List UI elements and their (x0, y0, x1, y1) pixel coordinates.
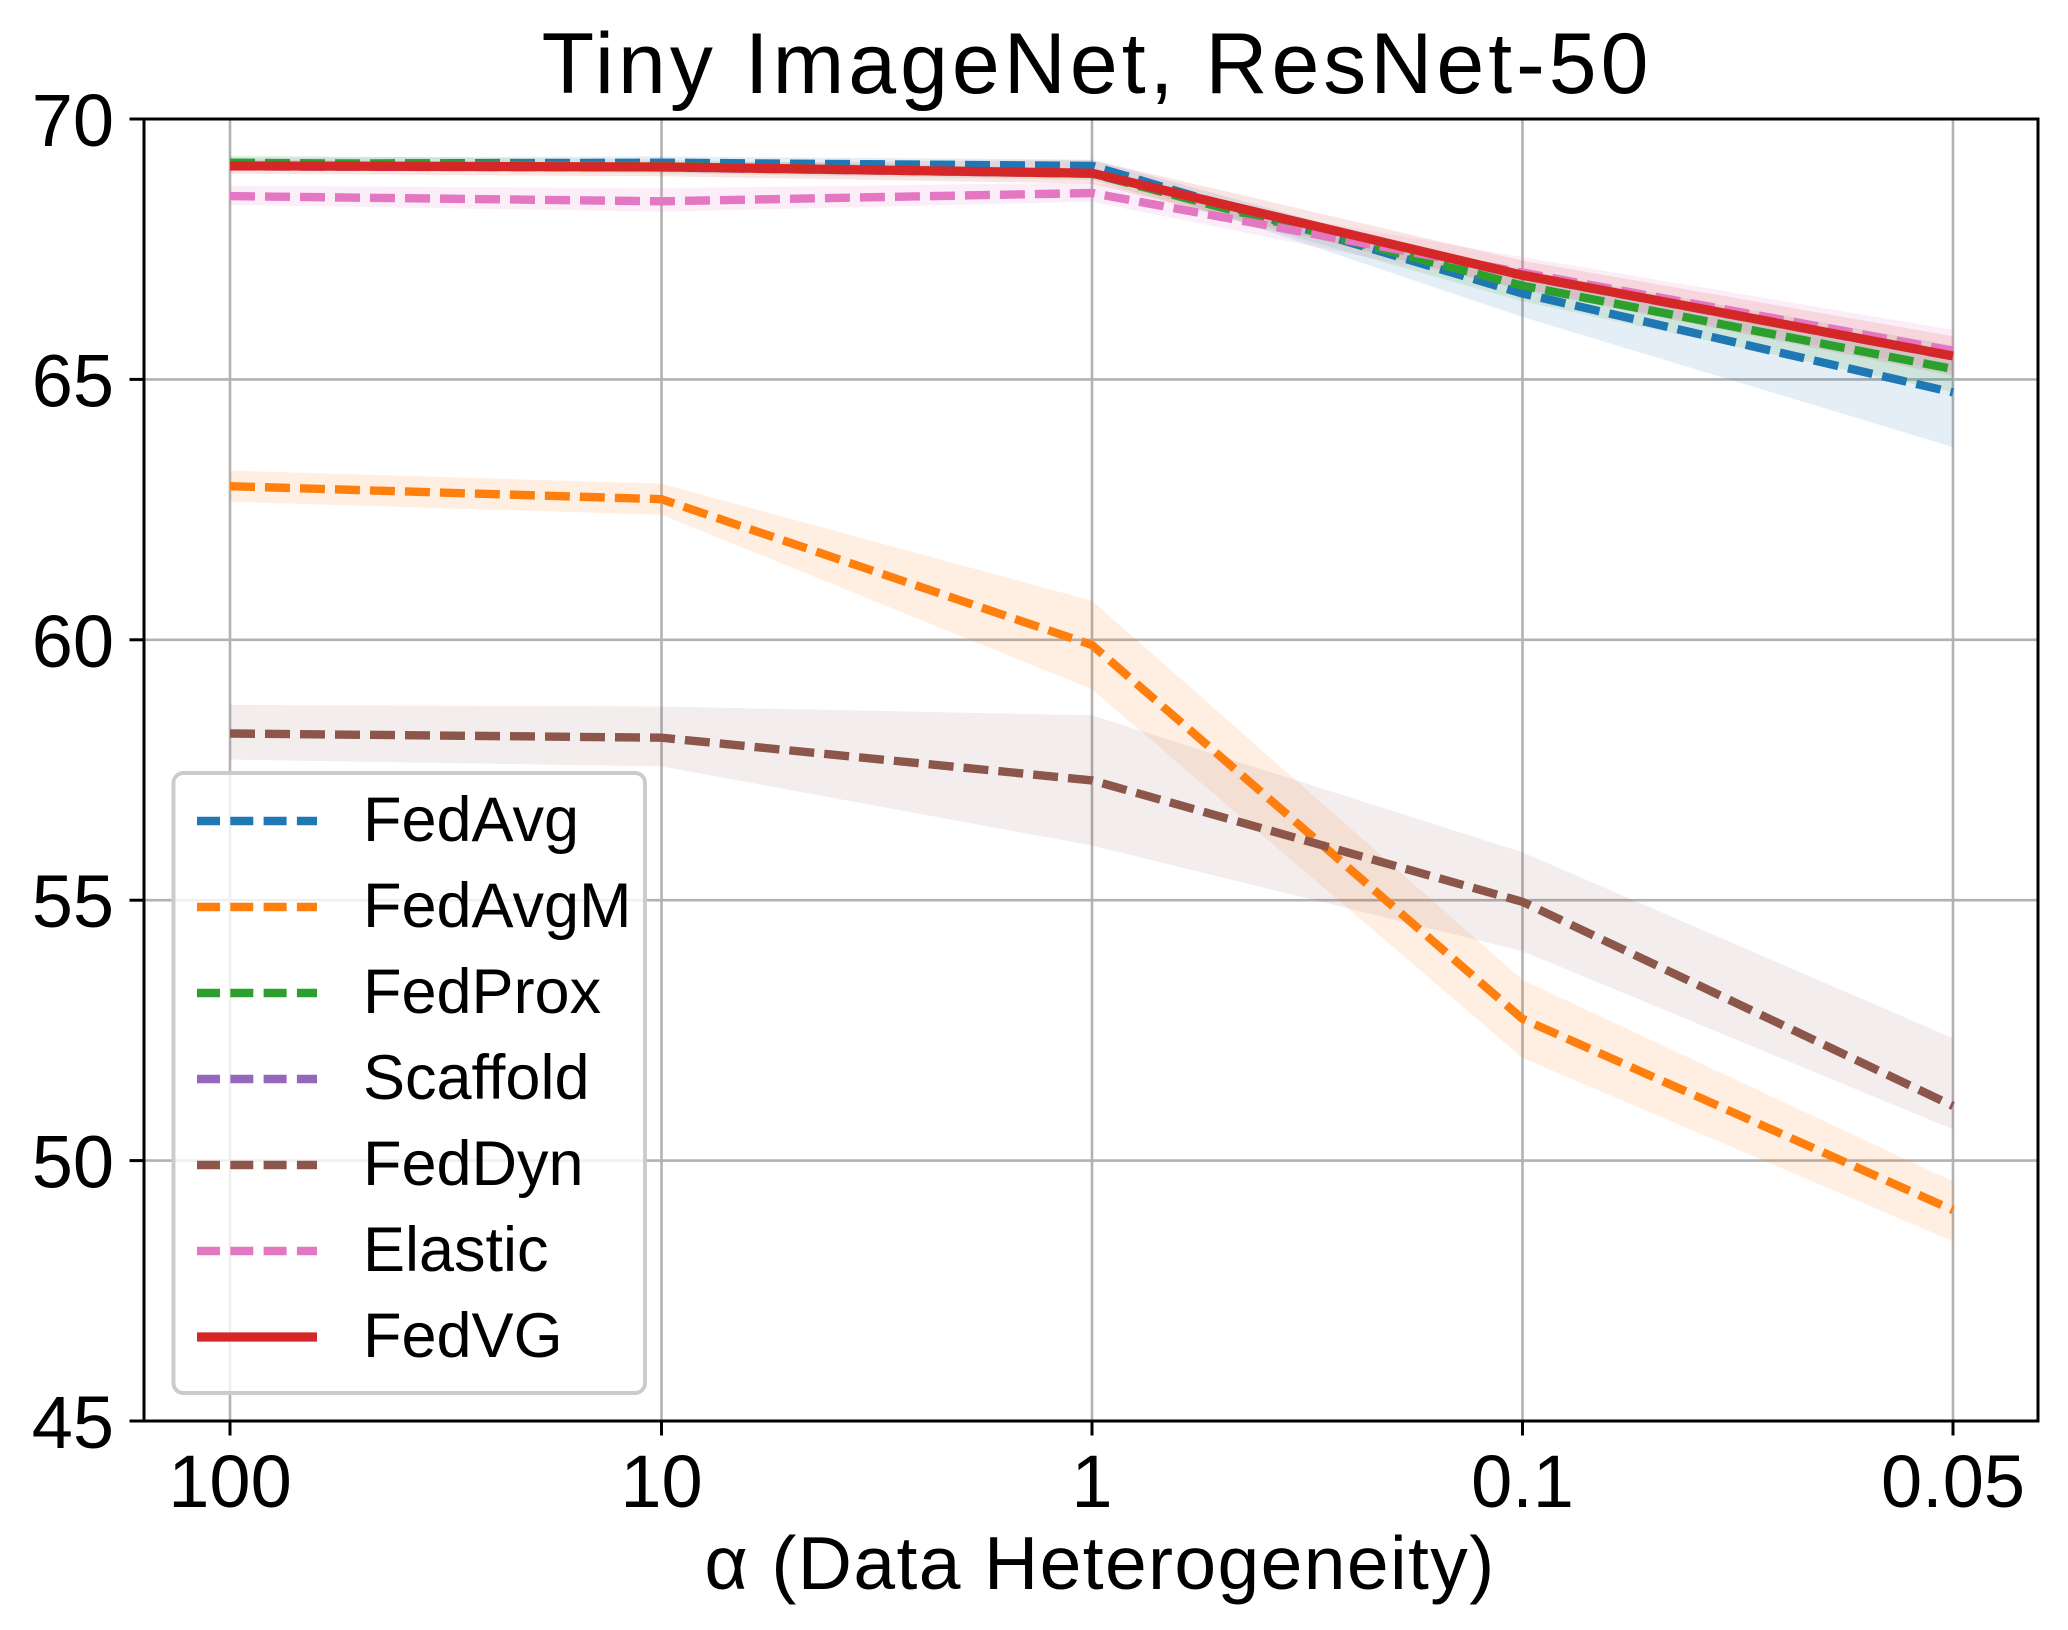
svg-text:0.05: 0.05 (1881, 1440, 2025, 1523)
svg-text:Tiny ImageNet, ResNet-50: Tiny ImageNet, ResNet-50 (542, 16, 1653, 112)
svg-text:70: 70 (32, 79, 114, 162)
svg-text:45: 45 (32, 1381, 114, 1464)
svg-text:60: 60 (32, 600, 114, 683)
svg-text:1: 1 (1071, 1440, 1112, 1523)
svg-text:50: 50 (32, 1121, 114, 1204)
svg-text:FedProx: FedProx (363, 957, 601, 1027)
svg-text:100: 100 (168, 1440, 291, 1523)
svg-text:FedDyn: FedDyn (363, 1129, 584, 1199)
svg-text:FedAvgM: FedAvgM (363, 871, 631, 941)
svg-text:FedAvg: FedAvg (363, 785, 579, 855)
svg-text:FedVG: FedVG (363, 1301, 563, 1371)
svg-text:10: 10 (620, 1440, 702, 1523)
svg-text:Scaffold: Scaffold (363, 1043, 590, 1113)
svg-text:65: 65 (32, 339, 114, 422)
svg-text:55: 55 (32, 860, 114, 943)
svg-text:Elastic: Elastic (363, 1215, 549, 1285)
svg-text:α (Data Heterogeneity): α (Data Heterogeneity) (704, 1521, 1495, 1605)
svg-text:0.1: 0.1 (1471, 1440, 1574, 1523)
